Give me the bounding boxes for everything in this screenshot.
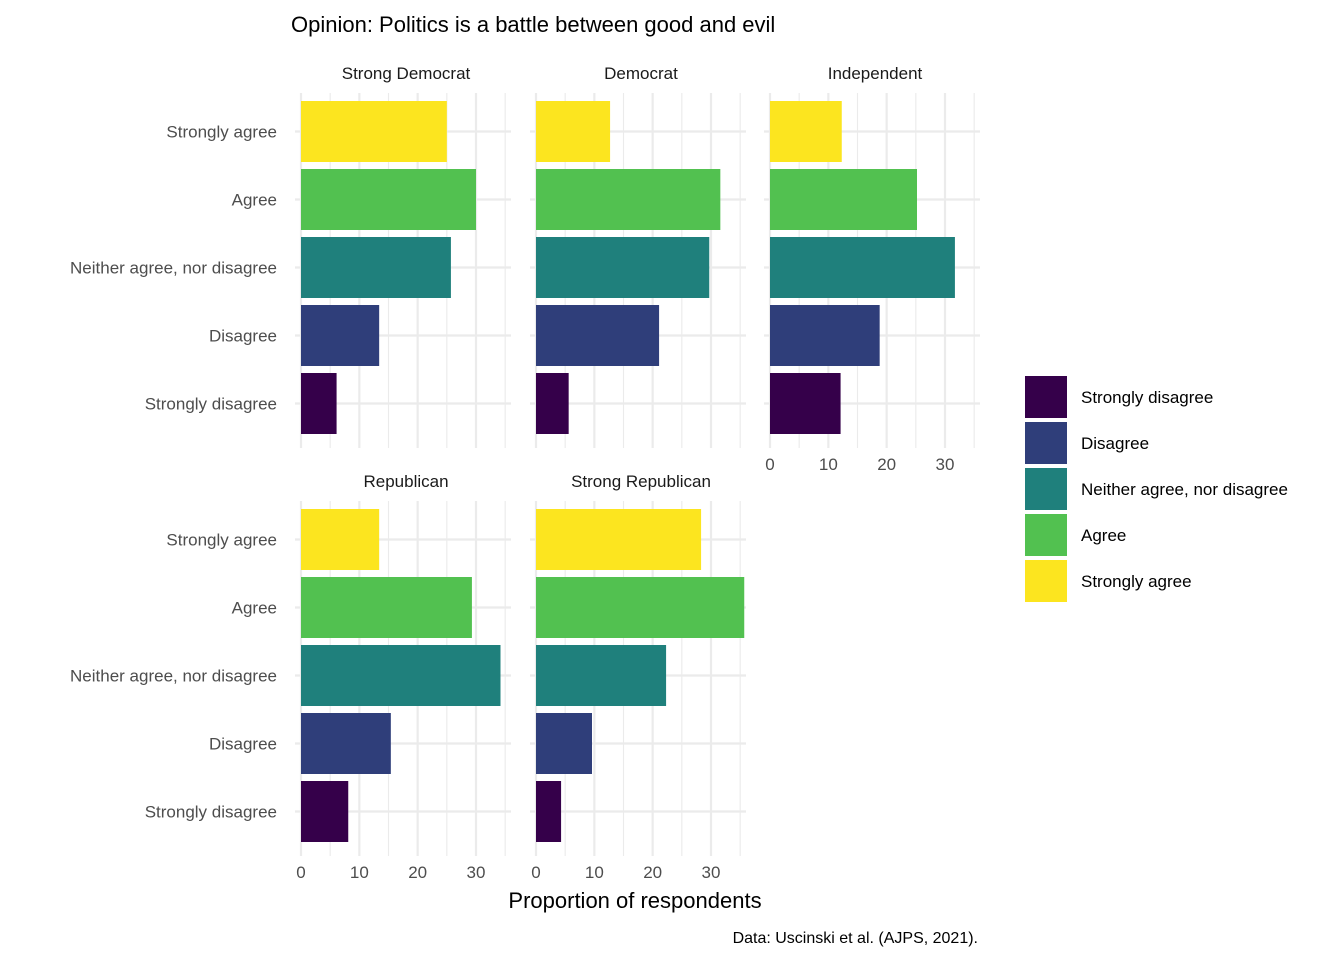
bar-republican-neither-agree-nor-disagree — [301, 645, 501, 706]
y-tick-label-strongly-disagree: Strongly disagree — [145, 803, 277, 822]
chart-title: Opinion: Politics is a battle between go… — [291, 12, 775, 37]
bar-strong-democrat-strongly-agree — [301, 101, 447, 162]
bar-strong-democrat-strongly-disagree — [301, 373, 337, 434]
bar-democrat-disagree — [536, 305, 660, 366]
bar-strong-republican-strongly-disagree — [536, 781, 562, 842]
bar-republican-agree — [301, 577, 472, 638]
y-tick-label-neither-agree-nor-disagree: Neither agree, nor disagree — [70, 667, 277, 686]
legend-label-strongly-agree: Strongly agree — [1081, 572, 1192, 591]
bar-strong-republican-agree — [536, 577, 745, 638]
legend-label-agree: Agree — [1081, 526, 1126, 545]
panel-independent: Independent 0 10 20 30 — [764, 64, 980, 474]
x-tick-label-republican-0: 0 — [296, 863, 305, 882]
y-tick-label-strongly-disagree: Strongly disagree — [145, 395, 277, 414]
panel-title-republican: Republican — [363, 472, 448, 491]
y-tick-label-agree: Agree — [232, 599, 277, 618]
bar-strong-republican-neither-agree-nor-disagree — [536, 645, 667, 706]
panel-title-democrat: Democrat — [604, 64, 678, 83]
legend-key-strongly-agree — [1025, 560, 1067, 602]
x-tick-label-republican-10: 10 — [350, 863, 369, 882]
y-tick-label-strongly-agree: Strongly agree — [166, 123, 277, 142]
bar-independent-strongly-disagree — [770, 373, 841, 434]
x-tick-label-independent-20: 20 — [877, 455, 896, 474]
x-tick-label-republican-30: 30 — [467, 863, 486, 882]
panel-title-independent: Independent — [828, 64, 923, 83]
x-tick-label-strong-republican-10: 10 — [585, 863, 604, 882]
bar-strong-democrat-agree — [301, 169, 476, 230]
bar-republican-strongly-agree — [301, 509, 380, 570]
chart-caption: Data: Uscinski et al. (AJPS, 2021). — [733, 930, 978, 947]
bar-strong-democrat-disagree — [301, 305, 380, 366]
x-tick-label-republican-20: 20 — [408, 863, 427, 882]
x-tick-label-independent-30: 30 — [936, 455, 955, 474]
bar-strong-republican-disagree — [536, 713, 592, 774]
bar-democrat-strongly-agree — [536, 101, 611, 162]
bar-democrat-neither-agree-nor-disagree — [536, 237, 710, 298]
bar-strong-republican-strongly-agree — [536, 509, 702, 570]
panel-title-strong-republican: Strong Republican — [571, 472, 711, 491]
y-tick-label-strongly-agree: Strongly agree — [166, 531, 277, 550]
x-tick-label-strong-republican-20: 20 — [643, 863, 662, 882]
legend-key-disagree — [1025, 422, 1067, 464]
y-tick-label-disagree: Disagree — [209, 735, 277, 754]
legend-key-neither-agree-nor-disagree — [1025, 468, 1067, 510]
x-tick-label-independent-10: 10 — [819, 455, 838, 474]
bar-independent-disagree — [770, 305, 880, 366]
bar-independent-neither-agree-nor-disagree — [770, 237, 955, 298]
legend-key-agree — [1025, 514, 1067, 556]
legend: Strongly disagree Disagree Neither agree, … — [1025, 376, 1288, 602]
bar-independent-agree — [770, 169, 917, 230]
bar-democrat-strongly-disagree — [536, 373, 569, 434]
bar-democrat-agree — [536, 169, 721, 230]
x-tick-label-independent-0: 0 — [765, 455, 774, 474]
y-tick-label-neither-agree-nor-disagree: Neither agree, nor disagree — [70, 259, 277, 278]
panel-democrat: Democrat — [530, 64, 746, 448]
x-tick-label-strong-republican-0: 0 — [531, 863, 540, 882]
panel-title-strong-democrat: Strong Democrat — [342, 64, 471, 83]
legend-label-disagree: Disagree — [1081, 434, 1149, 453]
legend-label-neither-agree-nor-disagree: Neither agree, nor disagree — [1081, 480, 1288, 499]
x-tick-label-strong-republican-30: 30 — [702, 863, 721, 882]
bar-republican-strongly-disagree — [301, 781, 349, 842]
bar-independent-strongly-agree — [770, 101, 842, 162]
x-axis-label: Proportion of respondents — [508, 888, 761, 913]
panel-republican: Republican Strongly agree Agree Neither agr… — [70, 472, 511, 882]
bar-republican-disagree — [301, 713, 391, 774]
panel-strong-democrat: Strong Democrat Strongly agree Agree Neithe… — [70, 64, 511, 448]
y-tick-label-agree: Agree — [232, 191, 277, 210]
legend-label-strongly-disagree: Strongly disagree — [1081, 388, 1213, 407]
panels: Strong Democrat Strongly agree Agree Neithe… — [70, 64, 980, 882]
panel-strong-republican: Strong Republican 0 10 20 30 — [530, 472, 746, 882]
y-tick-label-disagree: Disagree — [209, 327, 277, 346]
bar-strong-democrat-neither-agree-nor-disagree — [301, 237, 451, 298]
legend-key-strongly-disagree — [1025, 376, 1067, 418]
